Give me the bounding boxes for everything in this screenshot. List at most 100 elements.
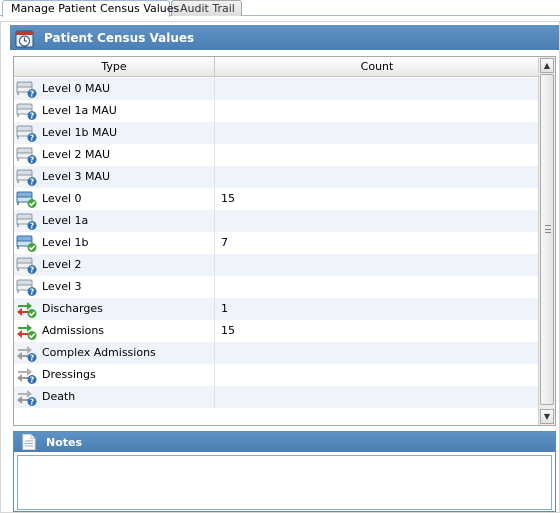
- grid-header: Type Count: [14, 57, 539, 77]
- svg-text:?: ?: [30, 134, 35, 143]
- type-label: Level 1b: [42, 236, 89, 249]
- type-cell[interactable]: ? Level 3 MAU: [14, 166, 215, 188]
- type-cell[interactable]: Level 0: [14, 188, 215, 210]
- transfer-check-icon: [16, 321, 38, 341]
- bed-question-icon: ?: [16, 145, 38, 165]
- table-row[interactable]: Admissions 15: [14, 320, 539, 342]
- type-label: Level 3 MAU: [42, 170, 111, 183]
- table-row[interactable]: Level 0 15: [14, 188, 539, 210]
- type-cell[interactable]: Admissions: [14, 320, 215, 342]
- grid-scrollbar[interactable]: ▲ ▼: [538, 57, 555, 425]
- bed-question-icon: ?: [16, 123, 38, 143]
- count-cell[interactable]: 15: [221, 324, 235, 337]
- type-label: Admissions: [42, 324, 105, 337]
- type-label: Level 1a MAU: [42, 104, 117, 117]
- table-row[interactable]: ? Level 3: [14, 276, 539, 298]
- type-cell[interactable]: ? Dressings: [14, 364, 215, 386]
- type-cell[interactable]: Level 1b: [14, 232, 215, 254]
- clock-calendar-icon: [15, 30, 34, 47]
- type-label: Level 1a: [42, 214, 89, 227]
- grid-body: ? Level 0 MAU? Level 1a MAU? Level 1b MAU? L…: [14, 78, 539, 425]
- type-cell[interactable]: ? Level 1b MAU: [14, 122, 215, 144]
- type-label: Complex Admissions: [42, 346, 156, 359]
- table-row[interactable]: ? Level 1b MAU: [14, 122, 539, 144]
- column-header-type[interactable]: Type: [14, 57, 215, 77]
- type-label: Level 2: [42, 258, 82, 271]
- svg-text:?: ?: [30, 90, 35, 99]
- type-cell[interactable]: Discharges: [14, 298, 215, 320]
- scroll-down-button[interactable]: ▼: [540, 409, 554, 424]
- svg-text:?: ?: [30, 398, 35, 407]
- type-cell[interactable]: ? Level 1a MAU: [14, 100, 215, 122]
- bed-check-icon: [16, 233, 38, 253]
- count-cell[interactable]: 15: [221, 192, 235, 205]
- table-row[interactable]: ? Death: [14, 386, 539, 408]
- scroll-thumb[interactable]: [540, 74, 554, 405]
- table-row[interactable]: ? Level 1a: [14, 210, 539, 232]
- type-cell[interactable]: ? Level 3: [14, 276, 215, 298]
- table-row[interactable]: ? Level 3 MAU: [14, 166, 539, 188]
- count-cell[interactable]: [215, 122, 539, 144]
- svg-text:?: ?: [30, 112, 35, 121]
- count-cell[interactable]: [215, 386, 539, 408]
- type-cell[interactable]: ? Death: [14, 386, 215, 408]
- tab-manage-patient-census-values[interactable]: Manage Patient Census Values: [2, 0, 179, 17]
- type-label: Level 2 MAU: [42, 148, 111, 161]
- type-cell[interactable]: ? Complex Admissions: [14, 342, 215, 364]
- bed-question-icon: ?: [16, 167, 38, 187]
- bed-question-icon: ?: [16, 211, 38, 231]
- table-row[interactable]: ? Dressings: [14, 364, 539, 386]
- panel-title: Patient Census Values: [44, 30, 195, 45]
- count-cell[interactable]: [215, 144, 539, 166]
- table-row[interactable]: ? Level 0 MAU: [14, 78, 539, 100]
- count-cell[interactable]: [215, 276, 539, 298]
- type-label: Death: [42, 390, 76, 403]
- table-row[interactable]: ? Level 1a MAU: [14, 100, 539, 122]
- census-grid: Type Count ? Level 0 MAU? Level 1a MAU? Lev…: [13, 56, 556, 426]
- type-label: Level 3: [42, 280, 82, 293]
- count-cell[interactable]: 1: [221, 302, 228, 315]
- type-cell[interactable]: ? Level 2: [14, 254, 215, 276]
- count-cell[interactable]: [215, 210, 539, 232]
- table-row[interactable]: ? Complex Admissions: [14, 342, 539, 364]
- table-row[interactable]: Level 1b 7: [14, 232, 539, 254]
- svg-text:?: ?: [30, 288, 35, 297]
- type-cell[interactable]: ? Level 1a: [14, 210, 215, 232]
- notes-textarea[interactable]: [17, 455, 552, 510]
- type-label: Dressings: [42, 368, 96, 381]
- document-icon: [22, 434, 36, 450]
- svg-text:?: ?: [30, 354, 35, 363]
- transfer-check-icon: [16, 299, 38, 319]
- svg-text:?: ?: [30, 266, 35, 275]
- table-row[interactable]: ? Level 2: [14, 254, 539, 276]
- notes-header: Notes: [14, 432, 555, 452]
- bed-check-icon: [16, 189, 38, 209]
- transfer-question-icon: ?: [16, 343, 38, 363]
- svg-text:?: ?: [30, 222, 35, 231]
- count-cell[interactable]: [215, 78, 539, 100]
- count-cell[interactable]: [215, 254, 539, 276]
- census-panel: Patient Census Values Type Count ? Level …: [0, 21, 560, 513]
- bed-question-icon: ?: [16, 79, 38, 99]
- panel-header: Patient Census Values: [10, 25, 559, 50]
- count-cell[interactable]: 7: [221, 236, 228, 249]
- type-label: Level 1b MAU: [42, 126, 118, 139]
- table-row[interactable]: ? Level 2 MAU: [14, 144, 539, 166]
- column-header-count[interactable]: Count: [360, 60, 394, 73]
- count-cell[interactable]: [215, 342, 539, 364]
- bed-question-icon: ?: [16, 255, 38, 275]
- count-cell[interactable]: [215, 166, 539, 188]
- scroll-up-button[interactable]: ▲: [540, 58, 554, 73]
- count-cell[interactable]: [215, 100, 539, 122]
- notes-panel: Notes: [13, 431, 556, 512]
- table-row[interactable]: Discharges 1: [14, 298, 539, 320]
- svg-text:?: ?: [30, 178, 35, 187]
- type-label: Level 0: [42, 192, 82, 205]
- count-cell[interactable]: [215, 364, 539, 386]
- type-cell[interactable]: ? Level 0 MAU: [14, 78, 215, 100]
- tab-audit-trail[interactable]: Audit Trail: [171, 0, 242, 16]
- type-cell[interactable]: ? Level 2 MAU: [14, 144, 215, 166]
- type-label: Discharges: [42, 302, 103, 315]
- svg-text:?: ?: [30, 156, 35, 165]
- svg-text:?: ?: [30, 376, 35, 385]
